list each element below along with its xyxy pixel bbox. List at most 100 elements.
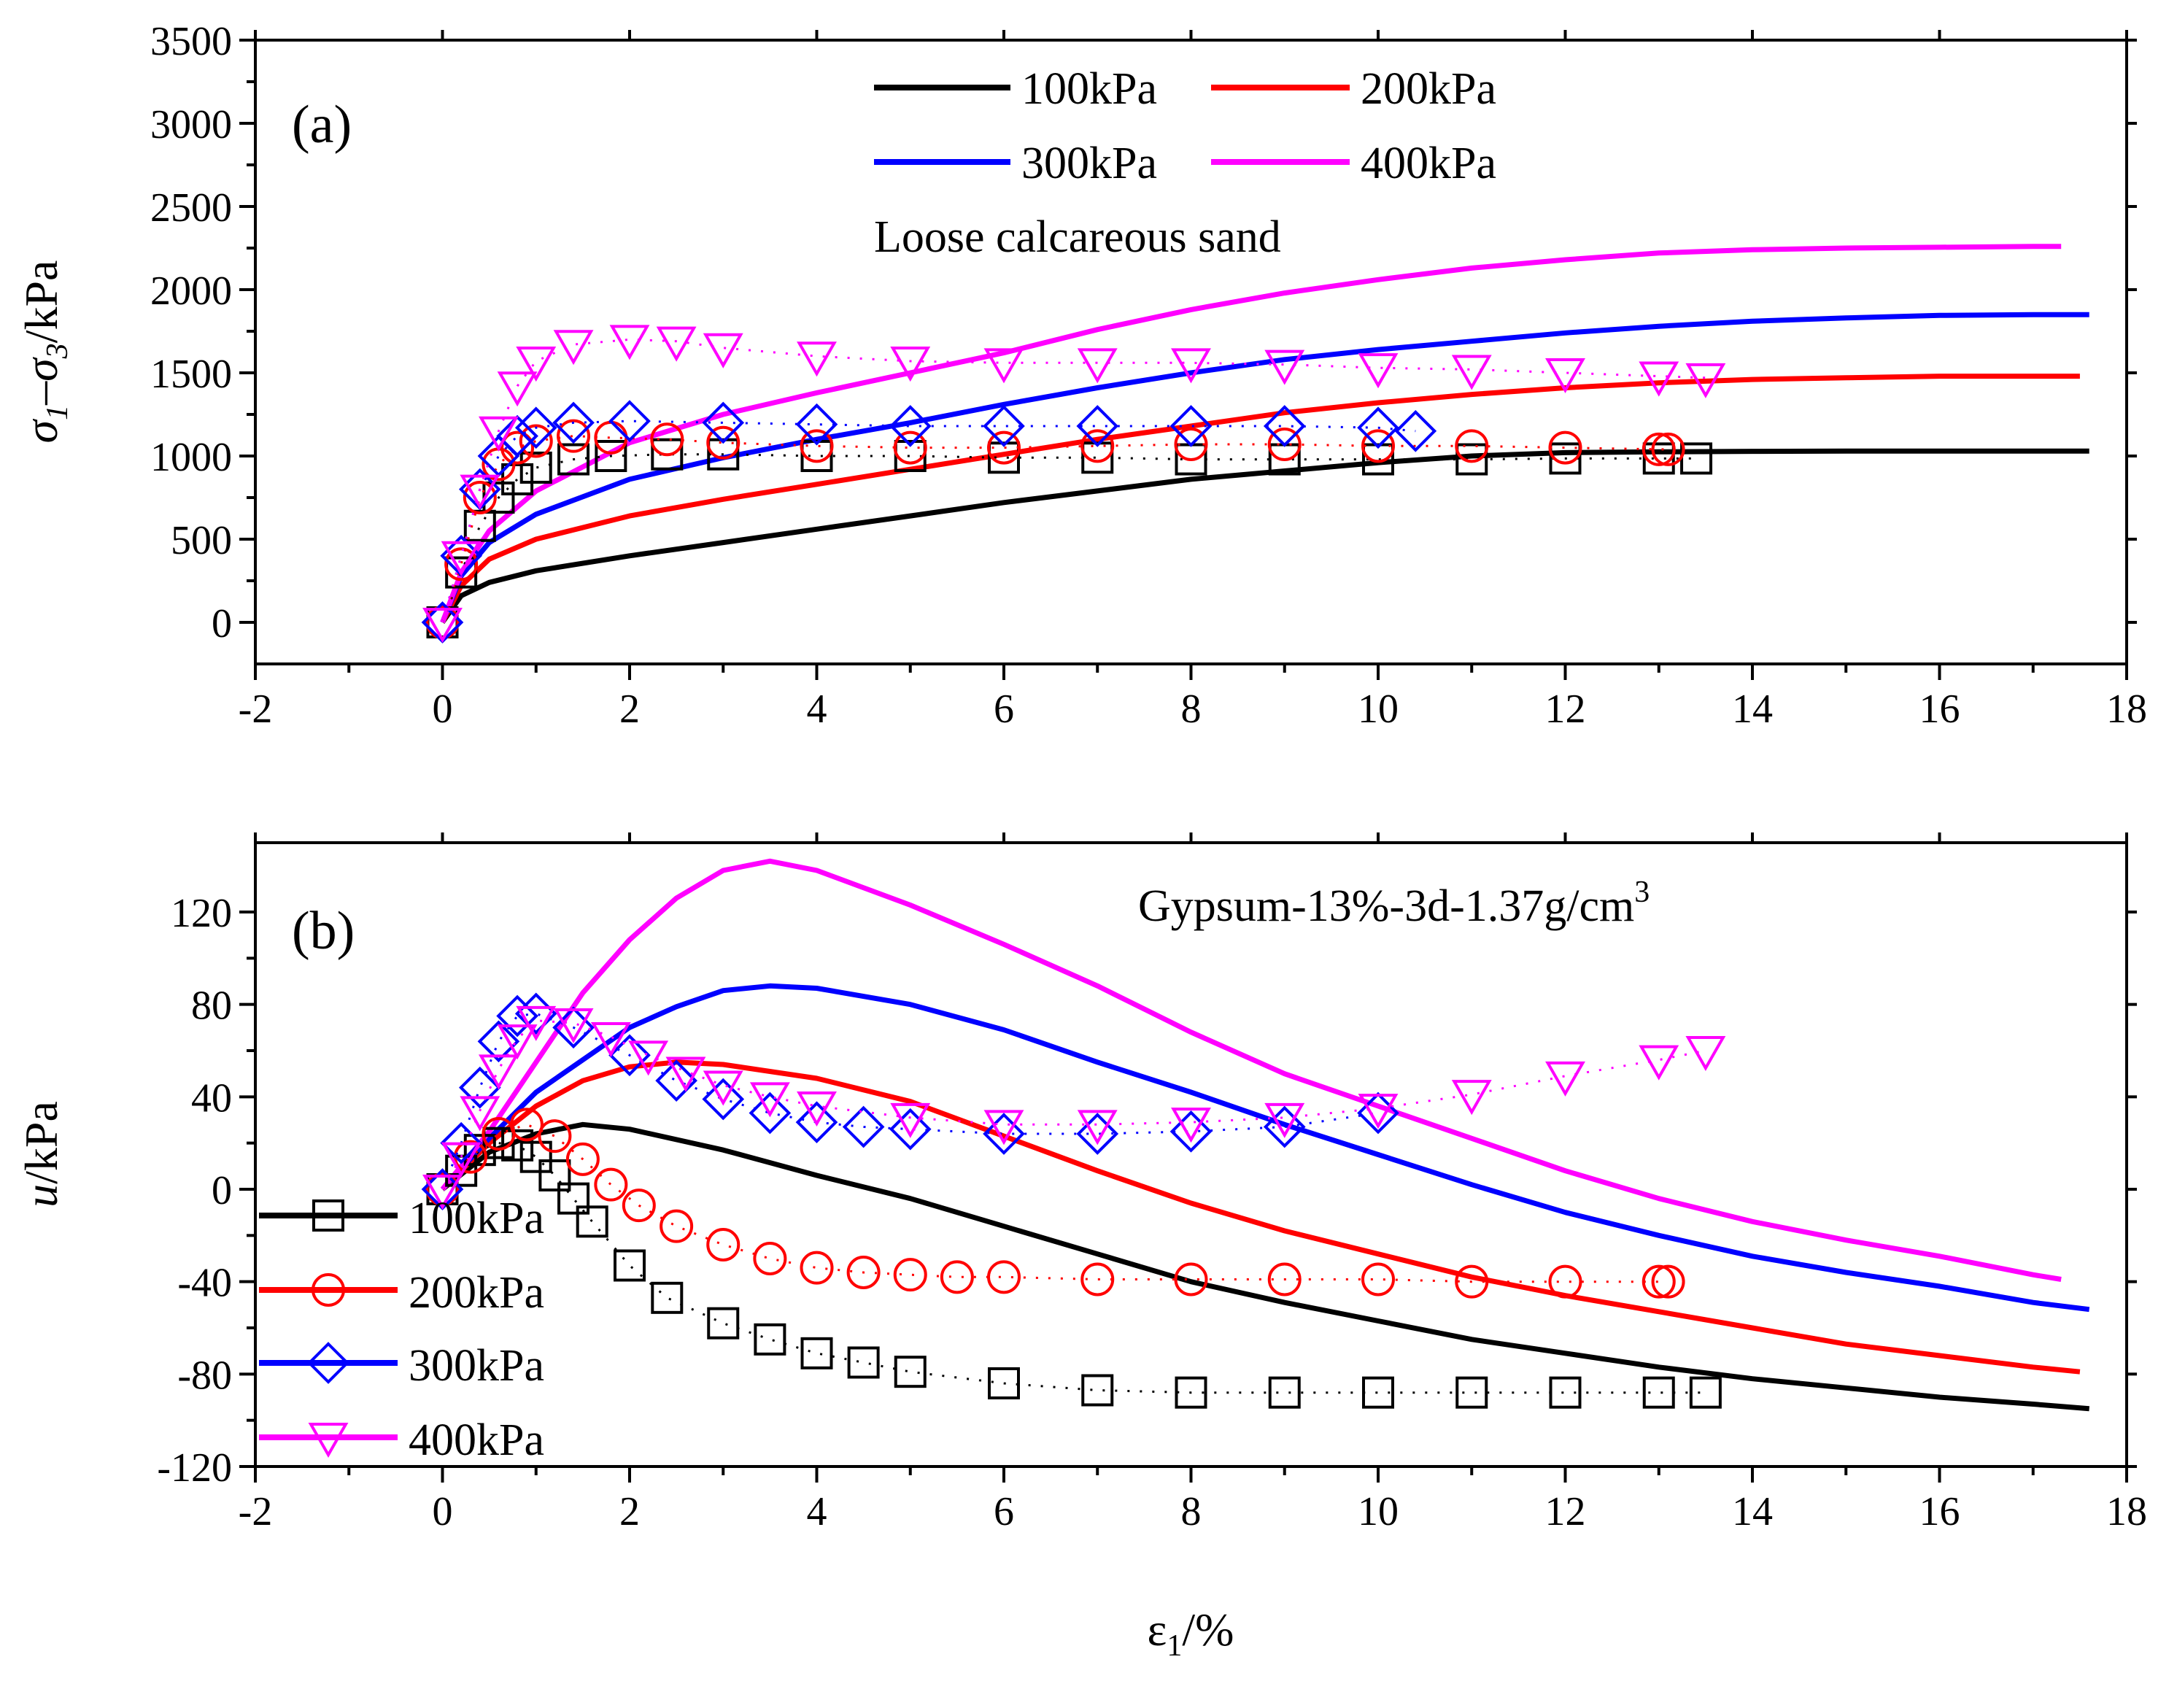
x-tick-label: 18 [2106,687,2147,732]
data-point-400kPa [1639,361,1679,397]
data-point-300kPa [983,1113,1025,1155]
data-point-400kPa [1545,1061,1585,1097]
data-point-200kPa [463,481,497,514]
data-point-400kPa [1451,1080,1492,1116]
series-line-200kPa [441,1059,2081,1375]
data-point-400kPa [1358,1094,1399,1129]
y-tick-label: 3500 [150,19,232,64]
x-tick-label: 10 [1358,687,1399,732]
data-point-100kPa [1081,1374,1114,1407]
y-tick-label: 2500 [150,185,232,231]
legend-label-200kPa: 200kPa [1361,64,1496,114]
y-title-sigma3: σ [15,357,67,382]
panel-label-a: (a) [292,95,352,155]
data-point-100kPa [754,1323,786,1356]
data-point-400kPa [460,1096,500,1132]
data-point-400kPa [1171,1108,1211,1143]
annotation-b-sup: 3 [1634,876,1650,909]
legend-b-label-400kPa: 400kPa [409,1415,544,1465]
x-tick-label: -2 [239,687,273,732]
data-point-400kPa [553,1008,594,1044]
y-tick-label: 80 [191,984,232,1029]
x-tick-label: 6 [994,1489,1014,1534]
data-point-100kPa [1455,443,1488,476]
data-point-400kPa [1264,349,1305,385]
data-point-300kPa [552,401,595,444]
data-point-100kPa [1175,1376,1207,1409]
data-point-200kPa [987,430,1021,465]
data-point-200kPa [846,1256,881,1289]
y-title-dash: – [15,381,67,406]
data-point-400kPa [1171,348,1211,384]
data-point-400kPa [749,1082,790,1118]
y-tick-label: 3000 [150,102,232,147]
data-point-400kPa [1264,1102,1305,1138]
data-point-100kPa [1680,442,1713,475]
legend-b-marker-300kPa [307,1342,349,1384]
data-point-100kPa [482,1127,515,1159]
x-axis-title: ε1/% [1148,1604,1234,1663]
y-title-sub3: 3 [41,343,74,359]
data-point-400kPa [983,1110,1024,1145]
data-point-400kPa [441,1142,482,1178]
data-point-200kPa [1642,432,1676,466]
y-title-sigma1: σ [15,418,67,443]
data-point-100kPa [1642,1376,1675,1409]
data-point-200kPa [1455,1264,1489,1299]
y-tick-label: 120 [171,891,232,936]
data-point-200kPa [519,424,553,458]
data-point-200kPa [1455,429,1489,463]
data-point-200kPa [1651,432,1685,466]
legend-b-marker-100kPa [312,1199,344,1232]
legend-b-label-200kPa: 200kPa [409,1268,544,1318]
series-lines-b [440,858,2090,1412]
panel-label-b: (b) [292,901,355,961]
data-point-100kPa [651,1281,684,1314]
data-point-100kPa [463,509,496,542]
x-tick-label: 8 [1181,1489,1202,1534]
data-point-300kPa [1394,409,1437,452]
x-tick-label: 0 [433,687,453,732]
series-connector-200kPa [441,1123,1668,1283]
data-point-300kPa [795,403,838,446]
y-tick-label: -120 [157,1445,232,1491]
data-point-300kPa [795,1101,838,1143]
data-point-100kPa [1549,1376,1582,1409]
y-tick-label: 40 [191,1075,232,1121]
data-point-400kPa [1358,353,1399,389]
data-point-400kPa [460,474,500,510]
x-tick-label: 16 [1919,1489,1960,1534]
y-tick-label: 1000 [150,435,232,480]
data-point-100kPa [557,443,590,476]
data-point-400kPa [1451,355,1492,390]
series-line-400kPa [440,244,2062,624]
data-point-300kPa [1169,1110,1213,1153]
data-point-200kPa [1080,1262,1115,1297]
data-point-100kPa [1362,1376,1394,1409]
data-point-400kPa [890,347,931,382]
axis-ticks-a: -2 0 2 4 6 8 10 12 14 16 1805001000150020002500300… [150,19,2147,732]
data-point-200kPa [1174,1262,1208,1297]
data-point-100kPa [538,1159,571,1191]
data-point-200kPa [706,425,741,460]
data-point-200kPa [1174,428,1208,462]
data-point-100kPa [894,440,927,472]
data-point-400kPa [1077,348,1118,384]
data-point-400kPa [479,416,519,452]
legend-b-marker-400kPa [308,1423,349,1458]
data-point-200kPa [565,1142,600,1176]
panel-a: -2 0 2 4 6 8 10 12 14 16 1805001000150020002500300… [15,19,2147,732]
x-tick-label: -2 [239,1489,273,1534]
data-point-200kPa [893,1258,927,1292]
data-point-400kPa [516,1005,557,1041]
legend-label-100kPa: 100kPa [1021,64,1157,114]
data-point-400kPa [479,1054,519,1090]
data-point-300kPa [608,400,651,442]
data-point-400kPa [609,325,650,360]
data-point-300kPa [1169,405,1213,447]
x-tick-label: 14 [1732,1489,1773,1534]
data-point-300kPa [496,414,538,457]
data-point-100kPa [519,1140,552,1173]
x-tick-label: 16 [1919,687,1960,732]
